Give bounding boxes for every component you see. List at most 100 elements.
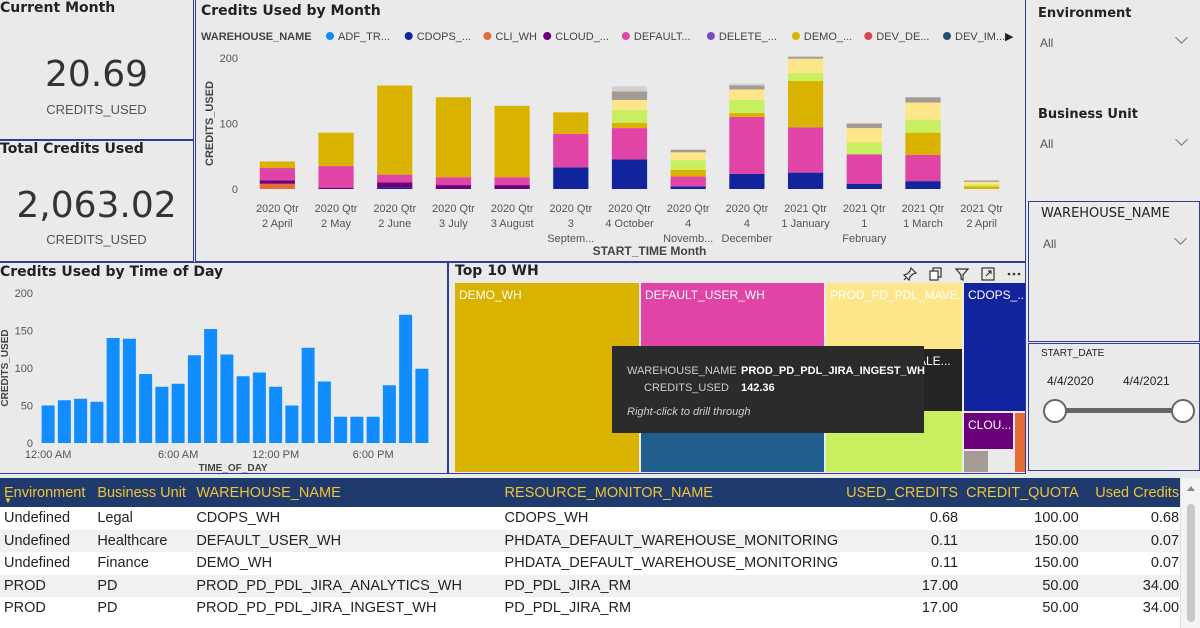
warehouse-name-slicer[interactable]: WAREHOUSE_NAME All: [1028, 201, 1200, 342]
sort-desc-icon[interactable]: ▼: [4, 496, 12, 505]
treemap-tile[interactable]: [964, 451, 988, 472]
column-header[interactable]: CREDIT_QUOTA: [962, 478, 1083, 507]
legend-item[interactable]: DEV_DE...: [876, 31, 929, 43]
date-to[interactable]: 4/4/2021: [1123, 374, 1170, 388]
legend-item[interactable]: DEFAULT...: [634, 31, 691, 43]
table-row[interactable]: Undefined Finance DEMO_WH PHDATA_DEFAULT_WA…: [0, 552, 1200, 575]
bar-segment[interactable]: [846, 123, 882, 129]
bar[interactable]: [285, 405, 299, 444]
bar-segment[interactable]: [905, 154, 941, 182]
bar-segment[interactable]: [729, 83, 765, 86]
bar-segment[interactable]: [729, 99, 765, 114]
bar-segment[interactable]: [964, 180, 1000, 182]
bar-segment[interactable]: [553, 167, 589, 189]
legend-item[interactable]: DELETE_...: [719, 31, 777, 43]
bar[interactable]: [301, 347, 315, 443]
bar-segment[interactable]: [729, 116, 765, 174]
bar-segment[interactable]: [905, 102, 941, 120]
bar-segment[interactable]: [435, 177, 472, 186]
bar[interactable]: [139, 374, 153, 443]
bar[interactable]: [122, 338, 136, 443]
bar[interactable]: [399, 314, 413, 443]
bar-segment[interactable]: [494, 177, 530, 186]
bar-segment[interactable]: [553, 112, 589, 134]
bar[interactable]: [366, 416, 380, 443]
table-row[interactable]: Undefined Legal CDOPS_WH CDOPS_WH 0.68 100.00…: [0, 507, 1200, 530]
credits-table[interactable]: Environment ▼ Business Unit WAREHOUSE_NAME R…: [0, 478, 1200, 628]
table-row[interactable]: PROD PD PROD_PD_PDL_JIRA_INGEST_WH PD_PDL_J…: [0, 597, 1200, 620]
treemap-tile[interactable]: CDOPS_...: [964, 283, 1025, 411]
bar-segment[interactable]: [905, 181, 941, 189]
legend-item[interactable]: DEV_IM...: [955, 31, 1005, 43]
bar-segment[interactable]: [905, 119, 941, 133]
slider-handle-end[interactable]: [1171, 399, 1195, 423]
bar-segment[interactable]: [377, 85, 413, 175]
bar[interactable]: [252, 372, 266, 444]
bar[interactable]: [41, 405, 55, 444]
bar-segment[interactable]: [318, 166, 354, 188]
slicer-value[interactable]: All: [1040, 36, 1054, 50]
bar-segment[interactable]: [670, 152, 706, 161]
scrollbar[interactable]: [1180, 478, 1200, 628]
environment-slicer[interactable]: Environment All: [1026, 0, 1200, 100]
bar[interactable]: [415, 368, 429, 443]
bar-segment[interactable]: [670, 149, 706, 153]
date-from[interactable]: 4/4/2020: [1047, 374, 1094, 388]
bar-segment[interactable]: [787, 56, 824, 59]
bar[interactable]: [106, 338, 120, 443]
pin-icon[interactable]: [901, 266, 919, 285]
column-header[interactable]: RESOURCE_MONITOR_NAME: [500, 478, 843, 507]
slicer-value[interactable]: All: [1043, 237, 1057, 251]
bar-segment[interactable]: [787, 80, 824, 128]
treemap-tile[interactable]: [1015, 413, 1025, 472]
bar-segment[interactable]: [611, 122, 648, 129]
bar-segment[interactable]: [729, 85, 765, 90]
bar[interactable]: [350, 416, 364, 443]
bar-segment[interactable]: [905, 132, 941, 155]
bar[interactable]: [317, 381, 331, 444]
top10-treemap[interactable]: Top 10 WH DEMO_WH DEFAULT_USER_WH PROD_PD_…: [448, 262, 1026, 474]
bar-segment[interactable]: [846, 154, 882, 184]
bar-segment[interactable]: [846, 183, 882, 189]
bar-segment[interactable]: [905, 97, 941, 103]
bar[interactable]: [334, 416, 348, 443]
bar-segment[interactable]: [964, 186, 1000, 189]
treemap-tile[interactable]: PROD_PD_PDL_MAVE...: [826, 283, 962, 349]
bar-segment[interactable]: [611, 86, 648, 92]
bar[interactable]: [204, 329, 218, 443]
legend-item[interactable]: DEMO_...: [804, 31, 852, 43]
chevron-down-icon[interactable]: [1175, 133, 1188, 146]
treemap-tile[interactable]: CLOU...: [964, 413, 1013, 449]
more-icon[interactable]: [1005, 267, 1023, 285]
bar[interactable]: [171, 383, 185, 443]
bar[interactable]: [57, 400, 71, 443]
bar-segment[interactable]: [964, 181, 1000, 185]
bar-segment[interactable]: [494, 105, 530, 178]
bar-segment[interactable]: [729, 89, 765, 100]
chevron-down-icon[interactable]: [1175, 31, 1188, 44]
bar-segment[interactable]: [964, 184, 1000, 187]
bar-segment[interactable]: [259, 168, 295, 181]
filter-icon[interactable]: [953, 267, 971, 285]
slicer-value[interactable]: All: [1040, 137, 1054, 151]
bar-segment[interactable]: [259, 183, 295, 189]
table-row[interactable]: Undefined Healthcare DEFAULT_USER_WH PHDATA…: [0, 529, 1200, 552]
bar-segment[interactable]: [787, 73, 824, 81]
scrollbar-thumb[interactable]: [1187, 504, 1195, 622]
bar-segment[interactable]: [377, 174, 413, 183]
bar-segment[interactable]: [259, 180, 295, 184]
start-date-slicer[interactable]: START_DATE 4/4/2020 4/4/2021: [1028, 343, 1200, 471]
bar-segment[interactable]: [377, 187, 413, 189]
scroll-up-icon[interactable]: [1187, 486, 1195, 491]
bar[interactable]: [155, 386, 169, 443]
bar-segment[interactable]: [670, 170, 706, 177]
bar-segment[interactable]: [787, 58, 824, 74]
copy-icon[interactable]: [927, 267, 945, 285]
column-header[interactable]: WAREHOUSE_NAME: [192, 478, 501, 507]
business-unit-slicer[interactable]: Business Unit All: [1026, 100, 1200, 200]
bar-segment[interactable]: [318, 132, 354, 167]
bar[interactable]: [74, 398, 88, 443]
bar-segment[interactable]: [670, 160, 706, 171]
column-header[interactable]: Business Unit: [93, 478, 193, 507]
bar[interactable]: [382, 385, 396, 443]
